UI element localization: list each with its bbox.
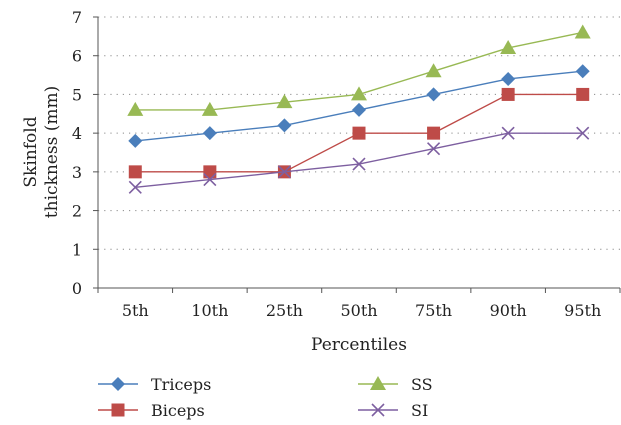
point-si — [203, 173, 217, 187]
point-ss — [276, 94, 293, 109]
legend-marker-ss — [370, 376, 386, 390]
point-triceps — [426, 87, 441, 102]
x-tick-label: 95th — [564, 301, 601, 320]
x-tick-label: 75th — [415, 301, 452, 320]
point-triceps — [501, 71, 516, 86]
legend: Triceps Biceps SS SI — [98, 375, 433, 420]
point-si — [352, 157, 366, 171]
point-ss — [574, 24, 591, 39]
x-tick-label: 25th — [266, 301, 303, 320]
series-si — [128, 126, 590, 194]
y-tick-label: 2 — [72, 202, 82, 221]
point-triceps — [202, 126, 217, 141]
point-si — [501, 126, 515, 140]
point-biceps — [427, 126, 441, 140]
y-axis-title: Skinfoldthickness (mm) — [21, 86, 62, 218]
x-tick-label: 50th — [340, 301, 377, 320]
axes — [93, 16, 621, 293]
legend-label-ss: SS — [411, 375, 433, 394]
point-si — [427, 142, 441, 156]
point-triceps — [128, 133, 143, 148]
x-tick-labels: 5th 10th 25th 50th 75th 90th 95th — [122, 301, 601, 320]
y-tick-label: 1 — [72, 240, 82, 259]
series-group — [127, 24, 591, 194]
point-biceps — [203, 165, 217, 179]
point-ss — [351, 86, 367, 101]
point-ss — [201, 101, 218, 116]
legend-item-ss: SS — [358, 375, 433, 394]
x-tick-label: 90th — [490, 301, 527, 320]
legend-item-triceps: Triceps — [98, 375, 211, 394]
legend-marker-triceps — [111, 377, 125, 391]
point-si — [277, 165, 291, 179]
legend-item-si: SI — [358, 401, 428, 420]
point-ss — [127, 101, 144, 116]
point-biceps — [576, 87, 590, 101]
y-tick-label: 0 — [72, 279, 82, 298]
legend-label-triceps: Triceps — [151, 375, 211, 394]
x-tick-label: 5th — [122, 301, 149, 320]
point-ss — [425, 63, 442, 78]
series-triceps — [128, 64, 590, 148]
y-axis-title-line: Skinfold — [21, 116, 41, 187]
x-tick-label: 10th — [191, 301, 228, 320]
y-tick-label: 6 — [72, 47, 82, 66]
point-si — [128, 180, 142, 194]
point-biceps — [501, 87, 515, 101]
point-triceps — [575, 64, 590, 79]
legend-item-biceps: Biceps — [98, 401, 205, 420]
x-axis-title: Percentiles — [311, 335, 407, 355]
series-ss — [127, 24, 591, 116]
legend-marker-si — [371, 403, 385, 417]
point-ss — [500, 39, 517, 54]
point-triceps — [277, 118, 292, 133]
y-tick-labels: 0 1 2 3 4 5 6 7 — [72, 8, 82, 298]
legend-label-si: SI — [411, 401, 428, 420]
point-si — [576, 126, 590, 140]
legend-marker-biceps — [111, 403, 125, 417]
series-line-si — [135, 132, 583, 189]
point-triceps — [352, 102, 366, 117]
y-tick-label: 5 — [72, 85, 82, 104]
y-axis-title-line: thickness (mm) — [42, 86, 62, 218]
legend-label-biceps: Biceps — [151, 401, 205, 420]
point-biceps — [352, 126, 366, 140]
y-tick-label: 4 — [72, 124, 82, 143]
y-tick-label: 7 — [72, 8, 82, 27]
point-biceps — [128, 165, 142, 179]
y-tick-label: 3 — [72, 163, 82, 182]
